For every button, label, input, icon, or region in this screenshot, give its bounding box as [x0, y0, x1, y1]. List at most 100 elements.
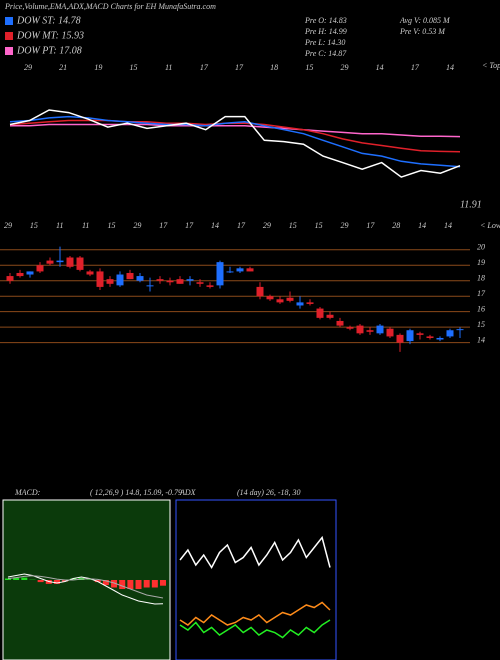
candle-body: [366, 330, 374, 332]
candle-body: [326, 314, 334, 318]
candle-body: [306, 302, 314, 304]
y-tick-label: 16: [477, 304, 485, 313]
candle-body: [176, 279, 184, 284]
date-label: 29: [341, 63, 349, 72]
date-label: 29: [133, 221, 141, 230]
candle-body: [226, 271, 234, 273]
date-label: 29: [340, 221, 348, 230]
annotation: 11.91: [460, 199, 482, 210]
adx-subtitle: (14 day) 26, -18, 30: [237, 488, 301, 497]
date-label: 17: [185, 221, 194, 230]
legend-swatch: [5, 32, 13, 40]
date-label: 11: [82, 221, 89, 230]
histogram-bar: [37, 580, 44, 583]
legend-swatch: [5, 47, 13, 55]
y-tick-label: 17: [477, 289, 486, 298]
date-label: 14: [376, 63, 384, 72]
candle-body: [316, 308, 324, 318]
candle-body: [6, 276, 14, 281]
adx-title: ADX: [179, 488, 197, 497]
candle-body: [246, 268, 254, 272]
histogram-bar: [160, 580, 166, 586]
candle-body: [216, 262, 224, 286]
date-label: 29: [263, 221, 271, 230]
y-tick-label: 20: [477, 243, 485, 252]
candle-body: [346, 327, 354, 329]
y-tick-label: 14: [477, 335, 485, 344]
histogram-bar: [102, 580, 109, 586]
candle-body: [36, 265, 44, 272]
candle-body: [386, 328, 394, 337]
candle-body: [256, 286, 264, 297]
candle-body: [296, 302, 304, 306]
candle-body: [26, 271, 34, 275]
candle-body: [186, 279, 194, 281]
candle-body: [426, 336, 434, 338]
date-label: 17: [366, 221, 375, 230]
candle-body: [116, 274, 124, 286]
histogram-bar: [135, 580, 142, 589]
legend-swatch: [5, 17, 13, 25]
date-label: 15: [30, 221, 38, 230]
histogram-bar: [70, 578, 77, 580]
line-series: [179, 535, 331, 569]
macd-subtitle: ( 12,26,9 ) 14.8, 15.09, -0.79: [90, 488, 182, 497]
date-label: 18: [270, 63, 278, 72]
candle-body: [16, 272, 24, 277]
stat: Pre O: 14.83: [304, 16, 347, 25]
candle-body: [166, 280, 174, 283]
candle-body: [406, 330, 414, 342]
annotation: < Lows: [480, 221, 500, 230]
stat: Pre L: 14.30: [304, 38, 345, 47]
candle-body: [376, 325, 384, 334]
candle-body: [356, 325, 364, 334]
candle-body: [446, 330, 454, 337]
stat: Pre H: 14.99: [304, 27, 347, 36]
legend-label: DOW MT: 15.93: [16, 30, 84, 41]
date-label: 17: [411, 63, 420, 72]
line-series: [179, 601, 331, 626]
candle-body: [156, 279, 164, 281]
candle-body: [146, 285, 154, 287]
histogram-bar: [127, 580, 134, 589]
candle-body: [136, 276, 144, 281]
y-tick-label: 18: [477, 274, 485, 283]
line-series: [179, 619, 331, 639]
date-label: 15: [108, 221, 116, 230]
candle-body: [206, 285, 214, 287]
candle-body: [276, 299, 284, 303]
date-label: 15: [289, 221, 297, 230]
date-label: 14: [444, 221, 452, 230]
candle-body: [96, 271, 104, 287]
histogram-bar: [111, 580, 118, 588]
date-label: 15: [315, 221, 323, 230]
date-label: 14: [211, 221, 219, 230]
date-label: 11: [165, 63, 172, 72]
candle-body: [106, 279, 114, 284]
chart-title: Price,Volume,EMA,ADX,MACD Charts for EH …: [4, 2, 216, 11]
date-label: 14: [446, 63, 454, 72]
candle-body: [236, 268, 244, 272]
legend-label: DOW PT: 17.08: [16, 45, 82, 56]
histogram-bar: [151, 580, 158, 588]
date-label: 11: [56, 221, 63, 230]
date-label: 17: [200, 63, 209, 72]
line-series: [10, 123, 461, 138]
candle-body: [66, 257, 74, 267]
candle-body: [336, 320, 344, 326]
candle-body: [86, 271, 94, 275]
candle-body: [46, 260, 54, 264]
histogram-bar: [5, 578, 11, 580]
candle-body: [266, 296, 274, 300]
histogram-bar: [13, 577, 20, 580]
date-label: 17: [159, 221, 168, 230]
adx-panel: [175, 499, 337, 660]
date-label: 19: [94, 63, 102, 72]
line-series: [7, 575, 164, 599]
y-tick-label: 15: [477, 320, 485, 329]
date-label: 14: [418, 221, 426, 230]
candle-body: [456, 329, 464, 331]
candle-body: [286, 297, 294, 301]
